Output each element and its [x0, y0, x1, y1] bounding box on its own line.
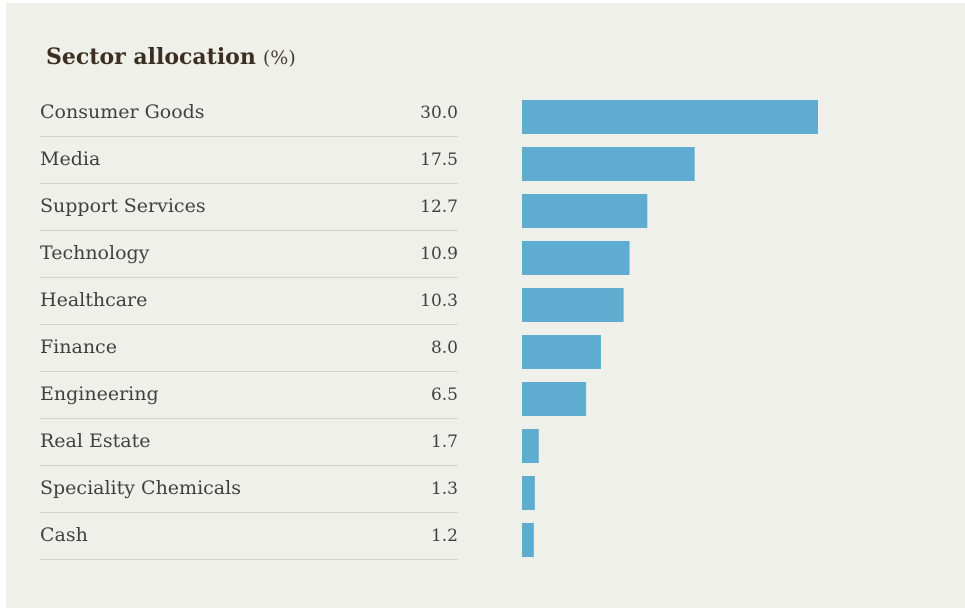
bar-media	[522, 147, 695, 181]
sector-label: Engineering	[40, 383, 159, 405]
table-row: Cash 1.2	[40, 513, 458, 560]
table-row: Speciality Chemicals 1.3	[40, 466, 458, 513]
sector-value: 1.3	[430, 479, 458, 499]
sector-label: Cash	[40, 524, 88, 546]
sector-label: Technology	[40, 242, 150, 264]
bar-healthcare	[522, 288, 624, 322]
chart-title-unit: (%)	[262, 47, 296, 69]
table-row: Healthcare 10.3	[40, 278, 458, 325]
sector-value: 10.9	[420, 244, 458, 264]
sector-label: Consumer Goods	[40, 101, 205, 123]
table-row: Technology 10.9	[40, 231, 458, 278]
chart-title: Sector allocation (%)	[46, 44, 296, 70]
bar-finance	[522, 335, 601, 369]
table-row: Engineering 6.5	[40, 372, 458, 419]
bar-support-services	[522, 194, 648, 228]
bar-speciality-chemicals	[522, 476, 535, 510]
sector-value: 1.7	[430, 432, 458, 452]
bar-real-estate	[522, 429, 539, 463]
sector-label: Healthcare	[40, 289, 148, 311]
table-row: Media 17.5	[40, 137, 458, 184]
table-row: Real Estate 1.7	[40, 419, 458, 466]
sector-value: 6.5	[430, 385, 458, 405]
sector-value: 10.3	[420, 291, 458, 311]
table-row: Support Services 12.7	[40, 184, 458, 231]
bar-consumer-goods	[522, 100, 818, 134]
sector-value: 8.0	[430, 338, 458, 358]
table-row: Finance 8.0	[40, 325, 458, 372]
sector-value: 1.2	[430, 526, 458, 546]
sector-label: Media	[40, 148, 101, 170]
sector-label: Finance	[40, 336, 117, 358]
sector-label: Real Estate	[40, 430, 151, 452]
bar-technology	[522, 241, 630, 275]
sector-label: Support Services	[40, 195, 206, 217]
sector-table: Consumer Goods 30.0 Media 17.5 Support Servi…	[40, 90, 458, 560]
sector-value: 12.7	[420, 197, 458, 217]
sector-value: 30.0	[420, 103, 458, 123]
bar-engineering	[522, 382, 587, 416]
bar-cash	[522, 523, 534, 557]
sector-value: 17.5	[420, 150, 458, 170]
table-row: Consumer Goods 30.0	[40, 90, 458, 137]
sector-label: Speciality Chemicals	[40, 477, 241, 499]
chart-title-text: Sector allocation	[46, 44, 256, 70]
